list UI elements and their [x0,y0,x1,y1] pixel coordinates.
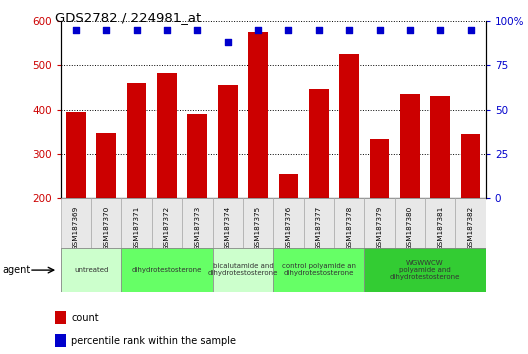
Bar [394,198,425,248]
Text: GSM187381: GSM187381 [437,206,443,250]
Point [102,27,110,33]
Text: control polyamide an
dihydrotestosterone: control polyamide an dihydrotestosterone [282,263,356,276]
Text: GSM187375: GSM187375 [255,206,261,250]
Text: GSM187371: GSM187371 [134,206,139,250]
Text: GSM187377: GSM187377 [316,206,322,250]
Point [163,27,171,33]
Bar [157,73,177,198]
Bar [430,96,450,198]
Text: GSM187373: GSM187373 [194,206,200,250]
Bar [55,334,66,347]
Point [466,27,475,33]
Bar [182,198,212,248]
Text: percentile rank within the sample: percentile rank within the sample [71,336,237,346]
Bar [334,198,364,248]
Text: GSM187374: GSM187374 [225,206,231,250]
Bar [152,198,182,248]
Bar [218,85,238,198]
Text: GSM187382: GSM187382 [468,206,474,250]
Bar [304,198,334,248]
Bar [127,83,146,198]
Text: GSM187372: GSM187372 [164,206,170,250]
Bar [274,198,304,248]
Bar [187,114,207,198]
Bar [279,174,298,198]
Text: GSM187378: GSM187378 [346,206,352,250]
Point [406,27,414,33]
Text: agent: agent [3,265,31,275]
Point [72,27,80,33]
Bar [212,198,243,248]
Point [223,40,232,45]
Bar [91,198,121,248]
Bar [370,138,389,198]
Text: untreated: untreated [74,267,108,273]
Bar [66,112,86,198]
Bar [55,311,66,324]
Bar [243,198,274,248]
Text: count: count [71,313,99,322]
Point [254,27,262,33]
Bar [461,134,480,198]
Bar [212,248,274,292]
Bar [340,55,359,198]
Bar [248,32,268,198]
Text: WGWWCW
polyamide and
dihydrotestosterone: WGWWCW polyamide and dihydrotestosterone [390,260,460,280]
Bar [455,198,486,248]
Text: GSM187370: GSM187370 [103,206,109,250]
Text: GSM187380: GSM187380 [407,206,413,250]
Point [345,27,353,33]
Bar [425,198,455,248]
Point [133,27,141,33]
Bar [400,94,420,198]
Bar [309,88,328,198]
Text: GSM187376: GSM187376 [286,206,291,250]
Bar [364,198,395,248]
Point [284,27,293,33]
Point [315,27,323,33]
Bar [121,248,212,292]
Text: GSM187379: GSM187379 [376,206,382,250]
Text: GSM187369: GSM187369 [73,206,79,250]
Bar [274,248,364,292]
Point [436,27,445,33]
Bar [61,198,91,248]
Bar [121,198,152,248]
Text: bicalutamide and
dihydrotestosterone: bicalutamide and dihydrotestosterone [208,263,278,276]
Bar [97,133,116,198]
Point [375,27,384,33]
Point [193,27,202,33]
Bar [364,248,486,292]
Text: dihydrotestosterone: dihydrotestosterone [132,267,202,273]
Bar [61,248,121,292]
Text: GDS2782 / 224981_at: GDS2782 / 224981_at [55,11,202,24]
